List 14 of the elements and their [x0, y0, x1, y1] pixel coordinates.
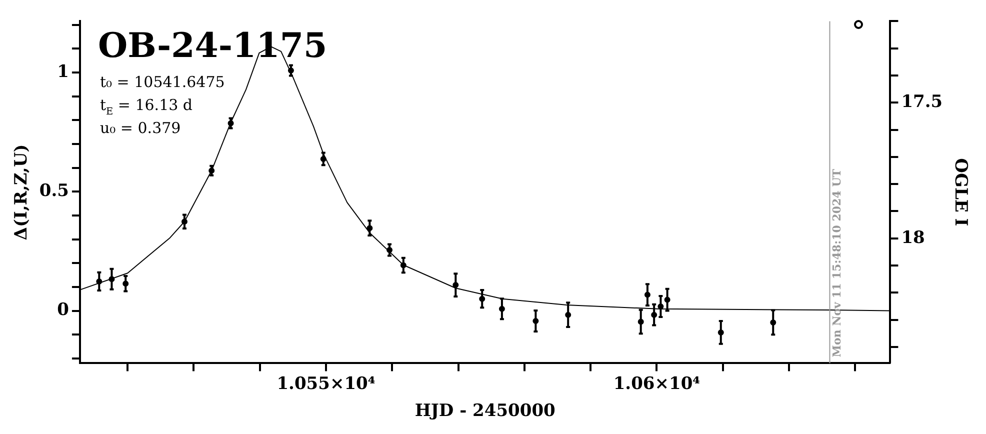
annotation: u₀ = 0.379 [100, 119, 181, 138]
y2-tick-label: 17.5 [901, 92, 943, 112]
chart-title: OB-24-1175 [98, 26, 328, 66]
annotation: t₀ = 10541.6475 [100, 73, 225, 92]
y2-axis-title: OGLE I [950, 158, 970, 226]
annotation: Mon Nov 11 15:48:10 2024 UT [830, 168, 844, 358]
x-tick-label: 1.055×10⁴ [276, 374, 376, 394]
y-tick-label: 1 [57, 62, 69, 82]
y-axis-title: Δ(I,R,Z,U) [12, 144, 32, 240]
y2-tick-label: 18 [901, 228, 925, 248]
x-tick-label: 1.06×10⁴ [613, 374, 700, 394]
x-axis-title: HJD - 2450000 [414, 401, 556, 422]
y-tick-label: 0 [57, 300, 70, 320]
y-tick-label: 0.5 [39, 181, 69, 202]
